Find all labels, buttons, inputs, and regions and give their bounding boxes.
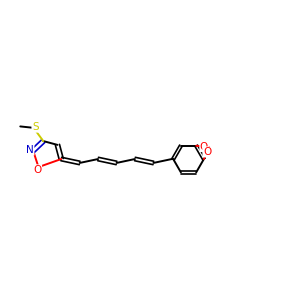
- Text: S: S: [32, 122, 39, 132]
- Text: O: O: [203, 147, 211, 157]
- Text: O: O: [33, 165, 42, 175]
- Text: O: O: [200, 142, 208, 152]
- Text: N: N: [26, 145, 34, 155]
